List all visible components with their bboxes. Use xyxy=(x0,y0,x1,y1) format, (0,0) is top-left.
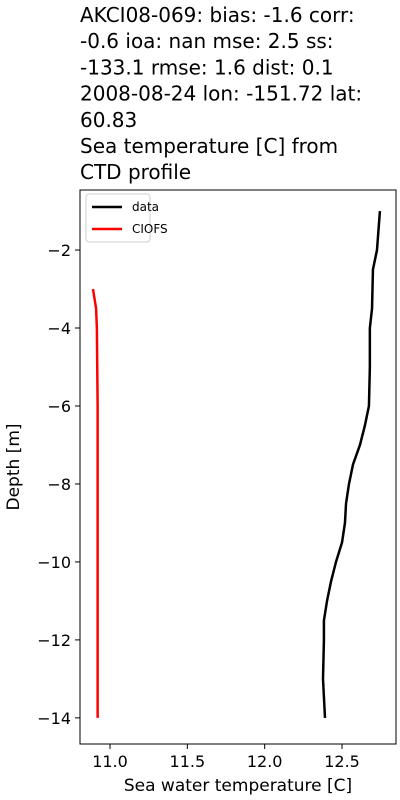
plot-frame xyxy=(79,189,397,745)
y-tick-label: −4 xyxy=(47,319,71,338)
y-tick-label: −12 xyxy=(37,631,71,650)
y-axis-label: Depth [m] xyxy=(4,423,24,510)
y-tick-label: −14 xyxy=(37,709,71,728)
y-tick-label: −10 xyxy=(37,553,71,572)
legend-label: data xyxy=(132,200,159,214)
chart-title: CTD profile xyxy=(80,160,191,184)
line xyxy=(91,288,99,718)
x-tick-label: 12.0 xyxy=(247,752,283,771)
legend-label: CIOFS xyxy=(132,222,168,236)
line xyxy=(321,210,382,718)
chart-title: 2008-08-24 lon: -151.72 lat: xyxy=(80,82,362,106)
x-tick-label: 11.0 xyxy=(92,752,128,771)
chart-title: Sea temperature [C] from xyxy=(80,134,338,158)
chart-title: 60.83 xyxy=(80,108,137,132)
y-tick-label: −2 xyxy=(47,241,71,260)
x-axis-label: Sea water temperature [C] xyxy=(124,776,352,796)
chart-title: AKCI08-069: bias: -1.6 corr: xyxy=(80,3,355,27)
chart-title: -133.1 rmse: 1.6 dist: 0.1 xyxy=(80,55,334,79)
x-tick-label: 11.5 xyxy=(170,752,206,771)
chart-title: -0.6 ioa: nan mse: 2.5 ss: xyxy=(80,29,334,53)
x-tick-label: 12.5 xyxy=(324,752,360,771)
y-tick-label: −6 xyxy=(47,397,71,416)
y-tick-label: −8 xyxy=(47,475,71,494)
